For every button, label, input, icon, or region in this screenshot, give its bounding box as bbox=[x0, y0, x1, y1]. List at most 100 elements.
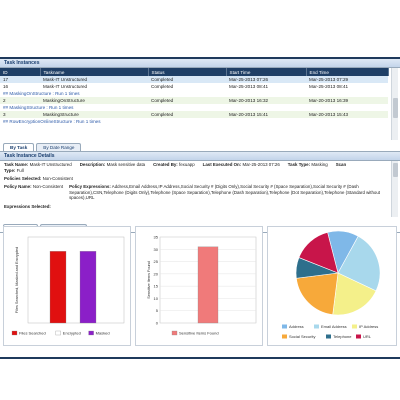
table-cell: 2 bbox=[0, 97, 40, 104]
table-row[interactable]: 2 MaskingOnStructure Completed Mar-20-2013 … bbox=[0, 97, 388, 104]
expressions-selected-label: Expressions Selected: bbox=[4, 203, 51, 209]
legend-swatch-icon bbox=[326, 334, 331, 339]
task-instances-scrollbar[interactable] bbox=[391, 68, 398, 140]
legend-label: Sensitive Items Found bbox=[179, 331, 219, 336]
tab-by-task[interactable]: By Task bbox=[3, 143, 35, 151]
task-instances-title: Task Instances bbox=[0, 59, 400, 68]
legend-swatch-icon bbox=[282, 334, 287, 339]
tab-by-date-range[interactable]: By Date Range bbox=[36, 143, 82, 151]
policy-name-value: Non-Consistent bbox=[32, 184, 64, 189]
legend-swatch-icon bbox=[88, 330, 94, 336]
policy-name-label: Policy Name: bbox=[4, 184, 32, 189]
task-name-value: Mask-IT Unstructured bbox=[29, 162, 72, 167]
table-cell: Mar-25-2013 08:41 bbox=[226, 83, 306, 90]
table-cell: Mar-25-2013 07:26 bbox=[226, 76, 306, 83]
y-axis-label: Files Searched, Masked and Encrypted bbox=[15, 247, 19, 313]
group-label[interactable]: ## MaskingStructure : Run 1 times bbox=[0, 104, 388, 111]
task-details-panel: Task Name: Mask-IT Unstructured Descript… bbox=[0, 161, 400, 219]
y-tick-label: 5 bbox=[156, 308, 159, 313]
table-cell: Mask-IT Unstructured bbox=[40, 76, 148, 83]
y-tick-label: 10 bbox=[154, 296, 159, 301]
files-bar-chart: Files Searched, Masked and Encrypted File… bbox=[11, 236, 125, 336]
summary-charts: Files Searched, Masked and Encrypted File… bbox=[3, 226, 397, 346]
table-row[interactable]: 16 Mask-IT Unstructured Completed Mar-25-20… bbox=[0, 83, 388, 90]
legend-label: Encrypted bbox=[63, 331, 81, 336]
bar bbox=[49, 251, 67, 324]
legend-label: Address bbox=[289, 324, 304, 329]
y-tick-label: 35 bbox=[154, 235, 159, 240]
sensitive-items-bar-chart: 0 5 10 15 20 25 30 35 Sensitive Items Found Sensi… bbox=[147, 235, 257, 336]
table-cell: Completed bbox=[148, 76, 226, 83]
column-header[interactable]: ID bbox=[0, 68, 41, 76]
table-cell: Mar-25-2013 07:29 bbox=[306, 76, 388, 83]
table-cell: Mar-20-2013 16:32 bbox=[226, 97, 306, 104]
group-header-row[interactable]: ## MaskingStructure : Run 1 times bbox=[0, 104, 388, 111]
y-tick-label: 20 bbox=[154, 271, 159, 276]
column-header[interactable]: Start Time bbox=[226, 68, 307, 76]
pie-slice bbox=[337, 235, 381, 292]
legend-swatch-icon bbox=[11, 330, 18, 336]
sensitive-types-pie-chart: Address Email Address IP Address Social Sec… bbox=[282, 230, 381, 339]
group-label[interactable]: ## RowEncryptionOnlineStructure : Run 1 … bbox=[0, 118, 388, 125]
task-instances-panel: ID Taskname Status Start Time End Time 17 Mas… bbox=[0, 68, 400, 142]
legend-swatch-icon bbox=[171, 330, 178, 336]
sensitive-chart-panel: 0 5 10 15 20 25 30 35 Sensitive Items Found Sensi… bbox=[135, 226, 263, 346]
last-executed-label: Last Executed On: bbox=[202, 162, 242, 167]
table-cell: Mar-20-2013 16:39 bbox=[306, 97, 388, 104]
task-type-value: Masking bbox=[311, 162, 328, 167]
details-scrollbar[interactable] bbox=[391, 161, 398, 217]
table-cell: MaskingOnStructure bbox=[40, 97, 148, 104]
legend-label: Masked bbox=[96, 331, 110, 336]
legend-swatch-icon bbox=[352, 324, 357, 329]
table-cell: 16 bbox=[0, 83, 40, 90]
legend-label: Social Security bbox=[289, 334, 315, 339]
y-tick-label: 0 bbox=[156, 321, 159, 326]
pie-slice bbox=[298, 231, 339, 274]
table-cell: MaskingStructure bbox=[40, 111, 148, 118]
created-by-label: Created By: bbox=[153, 162, 178, 167]
plot-area bbox=[27, 236, 125, 324]
legend-swatch-icon bbox=[356, 334, 361, 339]
pie-chart-panel: Address Email Address IP Address Social Sec… bbox=[267, 226, 397, 346]
column-header[interactable]: End Time bbox=[306, 68, 389, 76]
group-header-row[interactable]: ## MaskingOnStructure : Run 1 times bbox=[0, 90, 388, 97]
table-header-row: ID Taskname Status Start Time End Time bbox=[0, 68, 389, 76]
bar bbox=[197, 246, 219, 324]
description-label: Description: bbox=[79, 162, 106, 167]
files-chart-panel: Files Searched, Masked and Encrypted File… bbox=[3, 226, 131, 346]
group-label[interactable]: ## MaskingOnStructure : Run 1 times bbox=[0, 90, 388, 97]
column-header[interactable]: Taskname bbox=[40, 68, 149, 76]
policies-selected-label: Policies Selected: bbox=[4, 176, 42, 181]
table-cell: Mask-IT Unstructured bbox=[40, 83, 148, 90]
legend-swatch-icon bbox=[314, 324, 319, 329]
y-tick-label: 15 bbox=[154, 284, 159, 289]
table-row[interactable]: 3 MaskingStructure Completed Mar-20-2013 15… bbox=[0, 111, 388, 118]
y-tick-label: 30 bbox=[154, 247, 159, 252]
legend-label: Files Searched bbox=[19, 331, 46, 336]
task-instance-details-title: Task Instance Details bbox=[0, 152, 400, 161]
task-type-label: Task Type: bbox=[287, 162, 311, 167]
pie-slice bbox=[295, 272, 339, 316]
type-label: Type: bbox=[4, 168, 16, 173]
scrollbar-thumb[interactable] bbox=[393, 163, 398, 177]
table-row[interactable]: 17 Mask-IT Unstructured Completed Mar-25-20… bbox=[0, 76, 388, 83]
column-header[interactable]: Status bbox=[148, 68, 227, 76]
task-name-label: Task Name: bbox=[4, 162, 29, 167]
pie-slice bbox=[332, 272, 377, 316]
scrollbar-thumb[interactable] bbox=[393, 98, 398, 118]
group-header-row[interactable]: ## RowEncryptionOnlineStructure : Run 1 … bbox=[0, 118, 388, 125]
bar bbox=[79, 251, 97, 324]
legend-label: Email Address bbox=[321, 324, 347, 329]
table-cell: Mar-25-2013 08:41 bbox=[306, 83, 388, 90]
y-axis-label: Sensitive Items Found bbox=[147, 261, 151, 299]
type-value: Full bbox=[16, 168, 24, 173]
table-cell: 3 bbox=[0, 111, 40, 118]
legend-label: URL bbox=[363, 334, 372, 339]
description-value: Mask sensitive data bbox=[106, 162, 146, 167]
y-tick-label: 25 bbox=[154, 259, 159, 264]
table-cell: Completed bbox=[148, 97, 226, 104]
legend-label: Telephone bbox=[333, 334, 352, 339]
table-cell: Mar-20-2013 15:41 bbox=[226, 111, 306, 118]
table-cell: 17 bbox=[0, 76, 40, 83]
table-cell: Mar-20-2013 15:43 bbox=[306, 111, 388, 118]
